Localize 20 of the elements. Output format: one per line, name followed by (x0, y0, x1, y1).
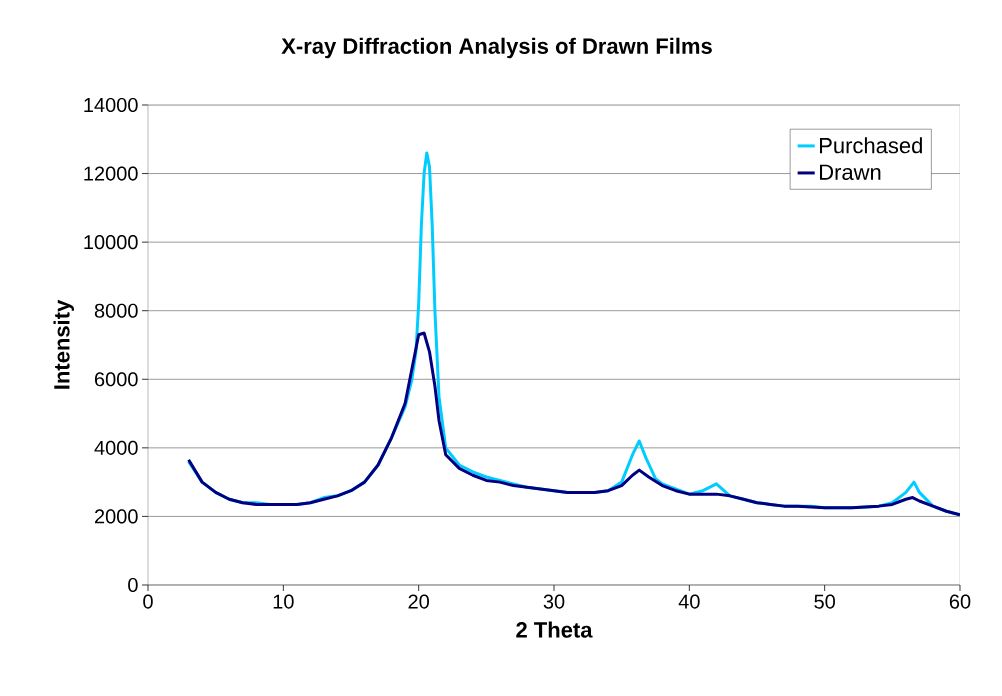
y-tick-label: 4000 (94, 440, 138, 455)
chart-title: X-ray Diffraction Analysis of Drawn Films (281, 37, 712, 59)
x-tick-label: 0 (143, 594, 153, 609)
x-tick-label: 10 (273, 594, 294, 609)
x-tick-label: 40 (678, 594, 700, 609)
y-tick-label: 14000 (84, 97, 138, 113)
x-tick-label: 30 (543, 594, 565, 609)
x-tick-label: 60 (949, 594, 971, 609)
y-tick-label: 0 (128, 577, 138, 593)
x-axis-title: 2 Theta (516, 621, 593, 638)
y-axis-title: Intensity (53, 299, 74, 389)
x-tick-label: 50 (814, 594, 835, 609)
legend-label: Drawn (820, 164, 881, 180)
y-tick-label: 6000 (95, 372, 138, 387)
y-tick-label: 2000 (94, 509, 138, 524)
y-tick-label: 12000 (84, 166, 138, 181)
x-tick-label: 20 (408, 594, 429, 609)
legend-label: Purchased (820, 137, 922, 154)
y-tick-label: 8000 (94, 303, 138, 318)
y-tick-label: 10000 (84, 235, 138, 250)
